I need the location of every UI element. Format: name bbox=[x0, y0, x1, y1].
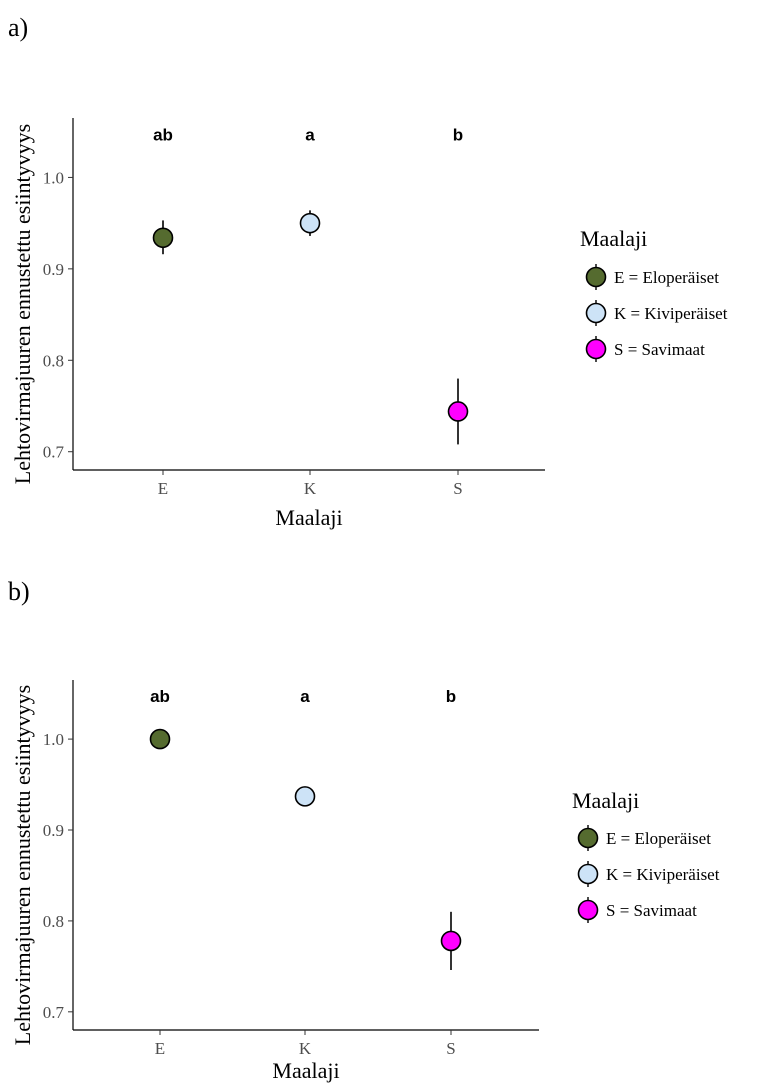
chart-panel-a: a) 0.7 0.8 0.9 1.0 E K S Maalaji Lehtovirmajuuren… bbox=[8, 13, 728, 530]
y-tick-label: 1.0 bbox=[43, 730, 64, 749]
y-tick-label: 0.9 bbox=[43, 821, 64, 840]
y-axis-title: Lehtovirmajuuren ennustettu esiintyvyys bbox=[10, 685, 35, 1046]
data-point-E bbox=[149, 728, 171, 750]
panel-label: a) bbox=[8, 13, 28, 42]
significance-label: b bbox=[453, 125, 463, 144]
legend-key-K bbox=[585, 302, 607, 324]
legend-entry: K = Kiviperäiset bbox=[606, 865, 720, 884]
y-tick-label: 0.9 bbox=[43, 260, 64, 279]
y-tick-label: 0.8 bbox=[43, 351, 64, 370]
legend-key-K bbox=[577, 863, 599, 885]
y-tick-label: 0.7 bbox=[43, 1003, 65, 1022]
x-tick-label: E bbox=[158, 479, 168, 498]
data-point-E bbox=[152, 227, 174, 249]
x-tick-label: S bbox=[446, 1039, 455, 1058]
legend-entry: E = Eloperäiset bbox=[606, 829, 711, 848]
legend-title: Maalaji bbox=[572, 788, 639, 813]
legend-key-E bbox=[577, 827, 599, 849]
data-point-K bbox=[299, 212, 321, 234]
significance-label: a bbox=[300, 687, 310, 706]
panel-label: b) bbox=[8, 577, 30, 606]
y-tick-label: 0.8 bbox=[43, 912, 64, 931]
legend-title: Maalaji bbox=[580, 226, 647, 251]
data-point-K bbox=[294, 786, 316, 807]
y-tick-label: 0.7 bbox=[43, 443, 65, 462]
legend: Maalaji E = Eloperäiset K = Kiviperäiset S … bbox=[580, 226, 728, 362]
significance-label: ab bbox=[153, 125, 173, 144]
data-point-S bbox=[440, 930, 462, 952]
x-tick-label: E bbox=[155, 1039, 165, 1058]
significance-label: ab bbox=[150, 687, 170, 706]
y-tick-label: 1.0 bbox=[43, 168, 64, 187]
legend-key-S bbox=[585, 338, 607, 360]
legend-key-E bbox=[585, 266, 607, 288]
y-axis-title: Lehtovirmajuuren ennustettu esiintyvyys bbox=[10, 124, 35, 485]
x-tick-label: K bbox=[304, 479, 317, 498]
legend-key-S bbox=[577, 899, 599, 921]
legend-entry: K = Kiviperäiset bbox=[614, 304, 728, 323]
x-axis-title: Maalaji bbox=[272, 1058, 339, 1083]
chart-panel-b: b) 0.7 0.8 0.9 1.0 E K S Maalaji Lehtovirmajuuren… bbox=[8, 577, 720, 1083]
legend-entry: S = Savimaat bbox=[614, 340, 705, 359]
x-tick-label: K bbox=[299, 1039, 312, 1058]
x-axis-title: Maalaji bbox=[275, 505, 342, 530]
x-tick-label: S bbox=[453, 479, 462, 498]
legend: Maalaji E = Eloperäiset K = Kiviperäiset S … bbox=[572, 788, 720, 923]
legend-entry: S = Savimaat bbox=[606, 901, 697, 920]
significance-label: a bbox=[305, 125, 315, 144]
legend-entry: E = Eloperäiset bbox=[614, 268, 719, 287]
data-point-S bbox=[447, 401, 469, 422]
significance-label: b bbox=[446, 687, 456, 706]
